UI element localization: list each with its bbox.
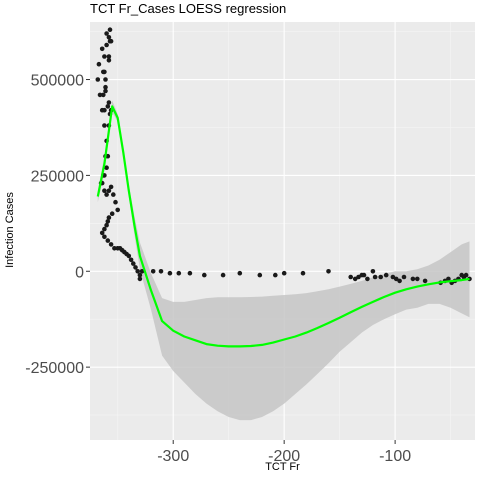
data-point xyxy=(99,107,105,113)
data-point xyxy=(137,272,143,278)
data-point xyxy=(139,269,145,274)
data-point xyxy=(101,92,106,98)
data-point xyxy=(104,31,109,36)
data-point xyxy=(109,211,115,216)
data-point xyxy=(106,100,112,105)
data-point xyxy=(95,77,101,82)
data-point xyxy=(102,54,107,59)
x-axis-ticks: -300 -200 -100 xyxy=(157,440,411,465)
y-axis-ticks: 500000 250000 0 -250000 xyxy=(25,73,90,377)
data-point xyxy=(415,276,420,282)
data-point xyxy=(273,272,278,278)
y-tick-label: 250000 xyxy=(31,168,84,185)
data-point xyxy=(102,188,107,193)
data-point xyxy=(104,192,109,197)
data-point xyxy=(446,276,451,282)
data-point xyxy=(300,270,306,276)
data-point xyxy=(397,278,402,284)
confidence-band xyxy=(97,100,470,421)
data-point xyxy=(99,230,105,236)
data-point xyxy=(105,238,111,243)
x-tick-label: -100 xyxy=(379,448,411,465)
data-point xyxy=(103,77,108,82)
data-point xyxy=(102,234,107,240)
data-point xyxy=(365,276,370,282)
data-point xyxy=(463,272,469,278)
data-point xyxy=(111,192,116,197)
data-point xyxy=(108,184,114,190)
data-point xyxy=(326,269,331,274)
data-point xyxy=(106,35,112,40)
data-point xyxy=(107,38,113,44)
data-point xyxy=(150,269,156,274)
data-point xyxy=(135,269,140,274)
data-point xyxy=(106,58,112,63)
data-point xyxy=(97,92,103,98)
x-axis-label: TCT Fr xyxy=(265,461,300,473)
data-point xyxy=(106,54,112,59)
data-point xyxy=(133,265,138,270)
data-point xyxy=(370,269,376,274)
data-point xyxy=(101,69,106,75)
data-point xyxy=(104,222,109,228)
data-point xyxy=(257,272,263,278)
data-point xyxy=(108,242,114,247)
data-point xyxy=(158,269,164,274)
data-point xyxy=(237,270,243,276)
data-point xyxy=(378,274,384,280)
x-tick-label: -200 xyxy=(268,448,300,465)
data-point xyxy=(102,226,107,232)
data-point xyxy=(105,219,111,224)
data-point xyxy=(128,257,134,263)
data-point xyxy=(137,276,143,282)
data-point xyxy=(99,46,105,52)
data-point xyxy=(126,253,132,259)
y-tick-label: 0 xyxy=(75,264,84,281)
data-point xyxy=(202,272,207,278)
data-point xyxy=(131,261,136,266)
loess-line xyxy=(96,105,470,348)
data-point xyxy=(220,272,226,278)
data-point xyxy=(106,188,112,193)
data-point xyxy=(372,274,378,280)
data-point xyxy=(103,88,108,94)
y-tick-label: 500000 xyxy=(31,73,84,90)
data-point xyxy=(107,27,113,32)
data-point xyxy=(96,61,102,67)
data-point xyxy=(102,123,107,128)
data-point xyxy=(104,165,109,170)
data-point xyxy=(348,274,354,280)
data-point xyxy=(105,104,111,109)
data-point xyxy=(187,270,193,276)
data-point xyxy=(422,278,428,284)
data-point xyxy=(112,246,117,251)
data-point xyxy=(410,276,416,282)
data-point xyxy=(393,276,399,282)
data-point xyxy=(176,270,182,276)
data-point xyxy=(361,272,367,278)
data-point xyxy=(104,42,109,48)
data-point xyxy=(115,207,120,213)
data-point xyxy=(383,272,389,278)
data-point xyxy=(103,84,108,90)
data-point xyxy=(113,199,118,205)
y-tick-label: -250000 xyxy=(25,360,84,377)
y-axis-label: Infection Cases xyxy=(4,192,16,268)
x-tick-label: -300 xyxy=(157,448,189,465)
data-point xyxy=(106,215,112,220)
data-point xyxy=(281,270,287,276)
data-point xyxy=(401,274,407,280)
chart-title: TCT Fr_Cases LOESS regression xyxy=(90,1,287,16)
data-point xyxy=(167,270,173,276)
